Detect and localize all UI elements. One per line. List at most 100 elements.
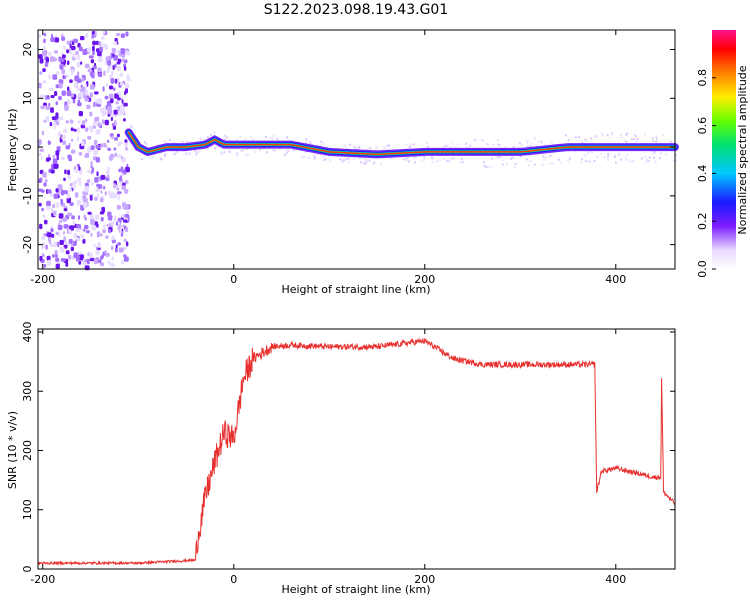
- ridge-halo-cell: [669, 140, 672, 143]
- noise-cell: [56, 155, 59, 161]
- noise-cell: [80, 227, 83, 231]
- noise-cell: [41, 130, 44, 136]
- noise-cell: [112, 125, 116, 130]
- noise-cell: [65, 261, 69, 267]
- noise-cell: [87, 47, 92, 53]
- ridge-halo-cell: [655, 140, 658, 143]
- figure-title: S122.2023.098.19.43.G01: [263, 2, 449, 18]
- noise-cell: [97, 242, 102, 248]
- noise-cell: [88, 252, 93, 259]
- ridge-halo-cell: [368, 159, 371, 162]
- noise-cell: [107, 113, 111, 117]
- noise-cell: [111, 245, 114, 251]
- noise-cell: [72, 53, 76, 58]
- ridge-halo-cell: [425, 142, 428, 145]
- noise-cell: [79, 180, 82, 187]
- ridge-halo-cell: [646, 158, 648, 161]
- noise-cell: [123, 254, 127, 258]
- noise-cell: [103, 70, 106, 76]
- noise-cell: [106, 67, 110, 74]
- noise-cell: [85, 230, 90, 234]
- ridge-halo-cell: [626, 132, 629, 135]
- noise-cell: [111, 235, 115, 241]
- ridge-halo-cell: [308, 157, 311, 160]
- noise-cell: [113, 147, 117, 151]
- ridge-halo-cell: [498, 156, 501, 158]
- noise-cell: [125, 166, 130, 173]
- ridge-halo-cell: [438, 159, 441, 162]
- noise-cell: [60, 134, 63, 138]
- ridge-halo-cell: [620, 134, 622, 137]
- ridge-halo-cell: [550, 154, 553, 156]
- noise-cell: [95, 249, 100, 255]
- ridge-halo-cell: [453, 157, 456, 160]
- ridge-halo-cell: [228, 151, 231, 153]
- ridge-halo-cell: [213, 131, 216, 134]
- ridge-halo-cell: [591, 151, 593, 154]
- noise-cell: [44, 219, 48, 225]
- ridge-halo-cell: [143, 141, 146, 144]
- noise-cell: [117, 242, 121, 246]
- noise-cell: [55, 84, 59, 89]
- noise-cell: [76, 54, 80, 60]
- noise-cell: [58, 230, 61, 237]
- noise-cell: [104, 45, 109, 50]
- ridge-halo-cell: [265, 136, 267, 138]
- ridge-halo-cell: [389, 157, 392, 160]
- noise-cell: [59, 246, 65, 253]
- noise-cell: [52, 158, 58, 165]
- noise-cell: [62, 217, 67, 222]
- noise-cell: [60, 258, 66, 262]
- noise-cell: [51, 116, 57, 121]
- noise-cell: [105, 170, 111, 174]
- spectrogram-panel: -200 0 200 400 20 10 0 -10 -20 Height of straig…: [6, 29, 679, 296]
- ridge-halo-cell: [613, 156, 616, 158]
- snr-series-line: [37, 337, 675, 567]
- noise-cell: [53, 163, 59, 169]
- ridge-halo-cell: [636, 137, 639, 140]
- noise-cell: [90, 219, 95, 225]
- ridge-halo-cell: [626, 153, 628, 156]
- noise-cell: [42, 80, 47, 84]
- noise-cell: [84, 98, 90, 102]
- ridge-halo-cell: [364, 158, 367, 161]
- noise-cell: [43, 38, 46, 44]
- noise-cell: [87, 211, 92, 215]
- noise-cell: [89, 84, 95, 90]
- noise-cell: [116, 65, 122, 72]
- noise-cell: [73, 128, 77, 132]
- noise-cell: [77, 127, 80, 134]
- noise-cell: [68, 254, 72, 260]
- ridge-halo-cell: [510, 157, 512, 160]
- noise-cell: [117, 58, 122, 63]
- noise-cell: [70, 119, 74, 124]
- noise-cell: [67, 229, 72, 234]
- ridge-halo-cell: [309, 142, 312, 145]
- ridge-halo-cell: [504, 146, 507, 149]
- snr-y-ticks: 400 300 200 100 0: [21, 321, 675, 573]
- noise-cell: [38, 188, 43, 192]
- ridge-halo-cell: [580, 161, 583, 164]
- ridge-halo-cell: [164, 153, 167, 156]
- noise-cell: [70, 246, 74, 252]
- noise-cell: [107, 174, 110, 179]
- ridge-halo-cell: [624, 157, 627, 160]
- ridge-halo-cell: [283, 153, 286, 156]
- noise-cell: [98, 72, 103, 78]
- noise-cell: [91, 225, 96, 231]
- snr-x-ticks: -200 0 200 400: [30, 329, 626, 586]
- noise-cell: [57, 241, 60, 247]
- noise-cell: [113, 193, 118, 198]
- noise-cell: [97, 122, 101, 127]
- ridge-halo-cell: [173, 152, 176, 155]
- noise-cell: [114, 152, 118, 157]
- ridge-halo-cell: [402, 158, 405, 161]
- snr-y-label: SNR (10 * v/v): [6, 411, 19, 489]
- noise-cell: [63, 236, 66, 243]
- noise-cell: [42, 102, 47, 106]
- ridge-halo-cell: [236, 138, 239, 141]
- y-tick-label: 200: [21, 440, 34, 461]
- ridge-halo-cell: [149, 156, 152, 159]
- ridge-halo-cell: [590, 141, 593, 144]
- ridge-halo-cell: [220, 152, 223, 155]
